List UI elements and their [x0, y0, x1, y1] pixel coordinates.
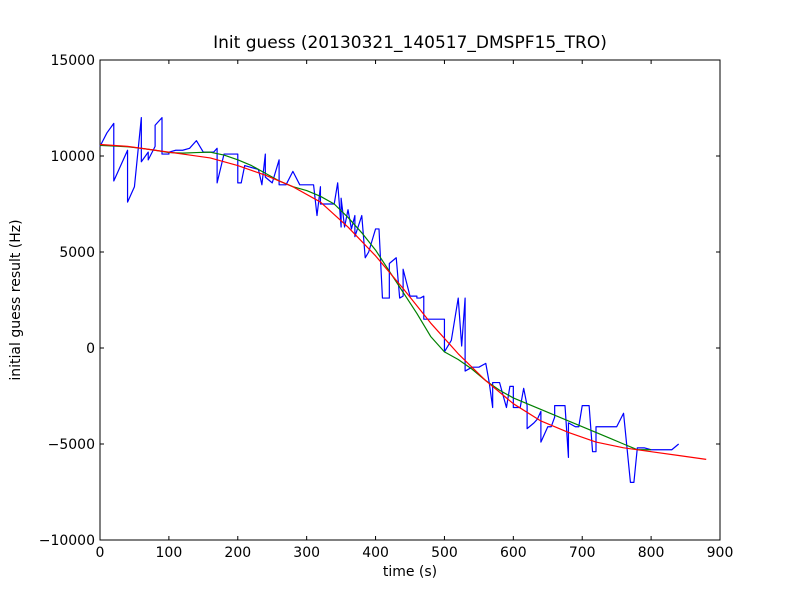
y-tick-label: 0: [86, 341, 95, 357]
chart-title: Init guess (20130321_140517_DMSPF15_TRO): [213, 33, 607, 53]
x-tick-label: 100: [156, 545, 183, 561]
x-tick-label: 800: [638, 545, 665, 561]
x-tick-label: 600: [500, 545, 527, 561]
y-tick-label: −10000: [39, 533, 95, 549]
y-tick-label: 5000: [59, 245, 95, 261]
y-tick-label: −5000: [48, 437, 95, 453]
plot-area: [99, 59, 721, 541]
series-line-3: [99, 143, 707, 460]
x-tick-label: 900: [707, 545, 734, 561]
x-tick-label: 400: [362, 545, 389, 561]
x-axis-label: time (s): [383, 564, 437, 580]
series-line-2: [99, 144, 652, 451]
y-axis-label: initial guess result (Hz): [8, 219, 24, 380]
x-tick-label: 0: [96, 545, 105, 561]
y-tick-label: 10000: [50, 149, 95, 165]
y-tick-label: 15000: [50, 53, 95, 69]
series-layer: [99, 116, 707, 483]
x-tick-label: 200: [224, 545, 251, 561]
x-tick-label: 700: [569, 545, 596, 561]
x-tick-label: 500: [431, 545, 458, 561]
x-tick-label: 300: [293, 545, 320, 561]
tick-layer: 0 100 200 300 400 500 600 700 800 900 −10000 −5000 0…: [39, 53, 734, 561]
